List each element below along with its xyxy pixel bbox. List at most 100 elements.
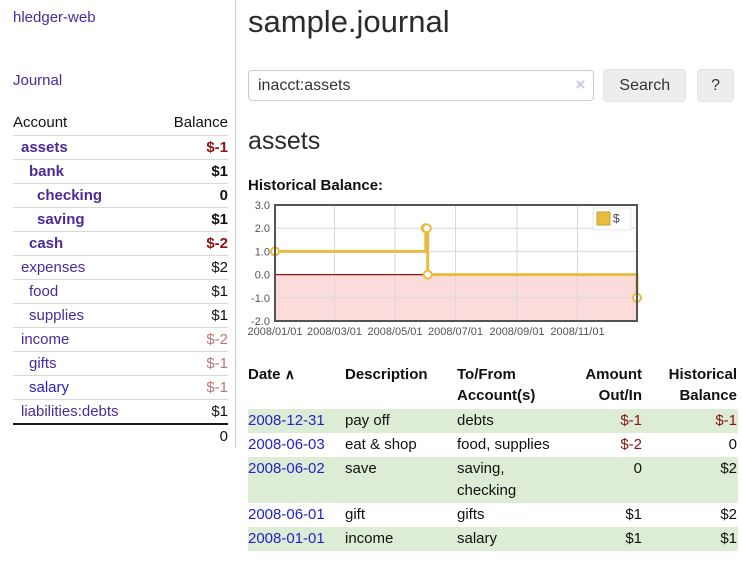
transaction-accounts: debts <box>457 412 494 429</box>
account-row: food $1 <box>13 280 228 304</box>
account-row: liabilities:debts $1 <box>13 400 228 424</box>
transaction-description: eat & shop <box>345 436 417 453</box>
transaction-amount: 0 <box>633 460 642 477</box>
account-row: income $-2 <box>13 328 228 352</box>
svg-text:2008/11/01: 2008/11/01 <box>550 326 604 338</box>
account-name-cell: saving <box>13 208 155 232</box>
search-form: × Search ? <box>248 69 734 102</box>
sidebar: hledger-web Journal Account Balance asse… <box>0 0 236 448</box>
account-name-cell: supplies <box>13 304 155 328</box>
account-balance: $-2 <box>206 331 228 348</box>
transaction-balance: 0 <box>728 436 737 453</box>
account-name-cell: checking <box>13 184 155 208</box>
transaction-date-link[interactable]: 2008-06-02 <box>248 460 325 477</box>
transaction-balance: $2 <box>720 460 737 477</box>
accounts-table: Account Balance assets $-1 bank $1 checking 0… <box>13 110 228 448</box>
sidebar-item-gifts[interactable]: gifts <box>29 355 57 372</box>
transaction-date-cell: 2008-06-02 <box>248 457 345 503</box>
account-balance: $-1 <box>206 355 228 372</box>
main-content: sample.journal × Search ? assets Histori… <box>236 0 742 582</box>
account-name-cell: salary <box>13 376 155 400</box>
accounts-header-balance: Balance <box>173 114 228 131</box>
register-row: 2008-01-01 income salary $1 $1 <box>248 527 738 551</box>
legend-swatch-icon <box>596 211 611 226</box>
account-row: expenses $2 <box>13 256 228 280</box>
svg-text:0.0: 0.0 <box>255 270 270 282</box>
sidebar-item-liabilities-debts[interactable]: liabilities:debts <box>21 403 119 420</box>
account-heading: assets <box>248 127 321 155</box>
transaction-description: save <box>345 460 377 477</box>
clear-search-icon[interactable]: × <box>575 75 586 94</box>
sidebar-item-expenses[interactable]: expenses <box>21 259 86 276</box>
transaction-description: income <box>345 530 394 547</box>
sidebar-item-food[interactable]: food <box>29 283 59 300</box>
sidebar-item-checking[interactable]: checking <box>37 187 103 204</box>
search-button[interactable]: Search <box>603 69 687 102</box>
accounts-header-row: Account Balance <box>13 110 228 136</box>
register-header-row: Date ∧ Description To/From Account(s) Am… <box>248 362 738 409</box>
chart-title: Historical Balance: <box>248 177 384 194</box>
transaction-date-link[interactable]: 2008-12-31 <box>248 412 325 429</box>
register-table: Date ∧ Description To/From Account(s) Am… <box>248 362 738 551</box>
svg-text:2008/05/01: 2008/05/01 <box>367 326 422 338</box>
sidebar-item-journal[interactable]: Journal <box>13 72 63 89</box>
transaction-amount: $1 <box>625 506 642 523</box>
account-balance: $-1 <box>206 139 228 156</box>
transaction-date-cell: 2008-12-31 <box>248 409 345 433</box>
sidebar-item-income[interactable]: income <box>21 331 70 348</box>
sidebar-item-salary[interactable]: salary <box>29 379 70 396</box>
account-row: bank $1 <box>13 160 228 184</box>
search-help-button[interactable]: ? <box>697 69 734 102</box>
search-input[interactable] <box>248 70 595 101</box>
sidebar-item-supplies[interactable]: supplies <box>29 307 85 324</box>
svg-text:-1.0: -1.0 <box>251 293 270 305</box>
account-name-cell: cash <box>13 232 155 256</box>
sidebar-item-bank[interactable]: bank <box>29 163 65 180</box>
svg-text:2.0: 2.0 <box>255 223 270 235</box>
chart-legend: $ <box>592 207 632 231</box>
transaction-description: pay off <box>345 412 390 429</box>
account-row: saving $1 <box>13 208 228 232</box>
transaction-balance: $-1 <box>715 412 737 429</box>
svg-text:2008/03/01: 2008/03/01 <box>307 326 362 338</box>
transaction-amount: $-2 <box>620 436 642 453</box>
accounts-total-spacer <box>13 423 156 448</box>
register-header-date: Date ∧ <box>248 366 295 383</box>
transaction-date-link[interactable]: 2008-06-03 <box>248 436 325 453</box>
transaction-description: gift <box>345 506 366 523</box>
svg-text:3.0: 3.0 <box>255 201 270 212</box>
register-row: 2008-12-31 pay off debts $-1 $-1 <box>248 409 738 433</box>
transaction-date-link[interactable]: 2008-01-01 <box>248 530 325 547</box>
account-balance: $-1 <box>206 379 228 396</box>
transaction-accounts: salary <box>457 530 498 547</box>
transaction-date-link[interactable]: 2008-06-01 <box>248 506 325 523</box>
account-name-cell: expenses <box>13 256 155 280</box>
svg-text:2008/07/01: 2008/07/01 <box>428 326 483 338</box>
accounts-total-row: 0 <box>13 423 228 448</box>
app-brand-link[interactable]: hledger-web <box>13 9 96 26</box>
register-row: 2008-06-02 save saving, checking 0 $2 <box>248 457 738 503</box>
register-row: 2008-06-01 gift gifts $1 $2 <box>248 503 738 527</box>
account-balance: $-2 <box>206 235 228 252</box>
account-row: salary $-1 <box>13 376 228 400</box>
account-balance: $1 <box>211 163 228 180</box>
account-row: supplies $1 <box>13 304 228 328</box>
transaction-accounts: food, supplies <box>457 436 550 453</box>
transaction-accounts: saving, checking <box>457 460 517 499</box>
account-balance: $2 <box>211 259 228 276</box>
sidebar-item-saving[interactable]: saving <box>37 211 85 228</box>
sidebar-item-assets[interactable]: assets <box>21 139 68 156</box>
transaction-amount: $-1 <box>620 412 642 429</box>
svg-text:2008/01/01: 2008/01/01 <box>247 326 302 338</box>
register-header-description: Description <box>345 366 428 383</box>
account-row: assets $-1 <box>13 136 228 160</box>
svg-text:-2.0: -2.0 <box>251 316 270 328</box>
account-name-cell: income <box>13 328 155 352</box>
sidebar-item-cash[interactable]: cash <box>29 235 64 252</box>
account-name-cell: gifts <box>13 352 155 376</box>
account-row: cash $-2 <box>13 232 228 256</box>
svg-text:$: $ <box>613 212 620 226</box>
sort-ascending-icon: ∧ <box>284 366 295 382</box>
historical-balance-chart: 3.0 2.0 1.0 0.0 -1.0 -2.0 2008/01/01 2008/03/01… <box>245 200 734 348</box>
